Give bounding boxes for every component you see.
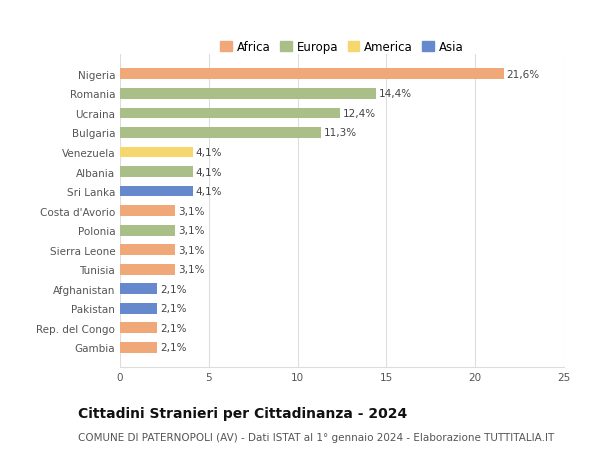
Text: 3,1%: 3,1% (178, 245, 204, 255)
Text: 3,1%: 3,1% (178, 265, 204, 274)
Bar (120, 128, 320, 139)
Text: COMUNE DI PATERNOPOLI (AV) - Dati ISTAT al 1° gennaio 2024 - Elaborazione TUTTIT: COMUNE DI PATERNOPOLI (AV) - Dati ISTAT … (78, 432, 554, 442)
Bar (120, 284, 157, 295)
Bar (120, 206, 175, 217)
Bar (120, 147, 193, 158)
Text: 2,1%: 2,1% (160, 304, 187, 313)
Text: 21,6%: 21,6% (506, 70, 539, 79)
Text: 14,4%: 14,4% (379, 89, 412, 99)
Text: 2,1%: 2,1% (160, 284, 187, 294)
Bar (120, 89, 376, 100)
Text: 2,1%: 2,1% (160, 343, 187, 353)
Text: 4,1%: 4,1% (196, 148, 222, 157)
Bar (120, 245, 175, 256)
Bar (120, 342, 157, 353)
Text: 3,1%: 3,1% (178, 226, 204, 235)
Bar (120, 108, 340, 119)
Bar (120, 167, 193, 178)
Bar (120, 69, 503, 80)
Text: 3,1%: 3,1% (178, 206, 204, 216)
Text: 11,3%: 11,3% (323, 128, 356, 138)
Text: 4,1%: 4,1% (196, 187, 222, 196)
Text: 12,4%: 12,4% (343, 109, 376, 118)
Bar (120, 303, 157, 314)
Text: 2,1%: 2,1% (160, 323, 187, 333)
Bar (120, 225, 175, 236)
Text: 4,1%: 4,1% (196, 167, 222, 177)
Bar (120, 264, 175, 275)
Text: Cittadini Stranieri per Cittadinanza - 2024: Cittadini Stranieri per Cittadinanza - 2… (78, 406, 407, 420)
Bar (120, 323, 157, 334)
Legend: Africa, Europa, America, Asia: Africa, Europa, America, Asia (215, 36, 469, 58)
Bar (120, 186, 193, 197)
